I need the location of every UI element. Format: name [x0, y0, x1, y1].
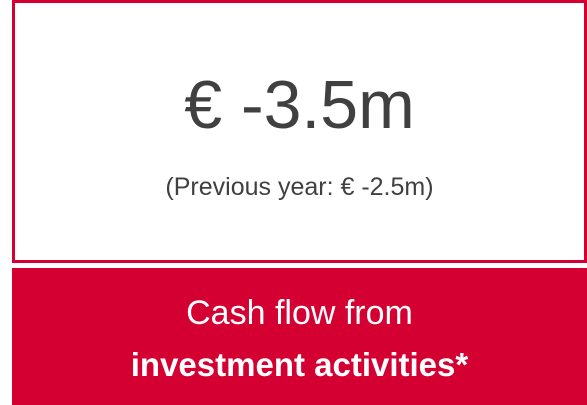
kpi-previous: (Previous year: € -2.5m): [165, 173, 434, 201]
caption-line: Cash flow from: [186, 294, 413, 332]
value-panel: € -3.5m (Previous year: € -2.5m): [12, 0, 587, 263]
kpi-value: € -3.5m: [184, 67, 415, 143]
caption-panel: Cash flow from investment activities*: [12, 268, 587, 405]
caption-line-bold: investment activities*: [130, 346, 469, 383]
